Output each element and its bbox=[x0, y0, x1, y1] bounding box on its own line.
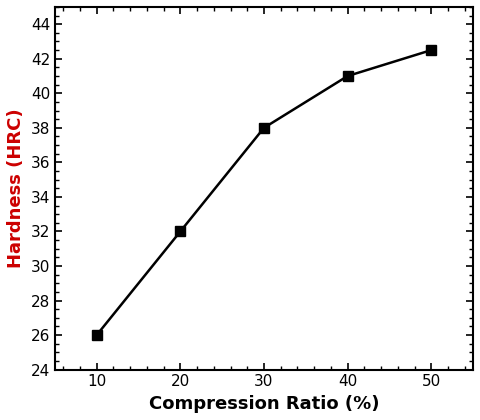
Y-axis label: Hardness (HRC): Hardness (HRC) bbox=[7, 108, 25, 268]
X-axis label: Compression Ratio (%): Compression Ratio (%) bbox=[149, 395, 379, 413]
